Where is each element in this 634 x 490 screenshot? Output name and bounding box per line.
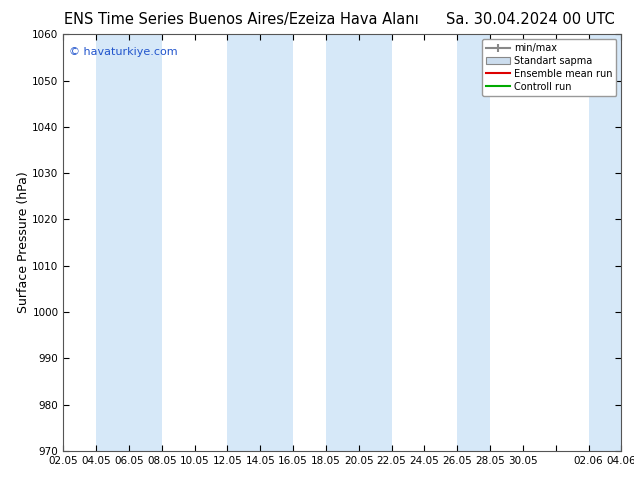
Text: © havaturkiye.com: © havaturkiye.com [69,47,178,57]
Legend: min/max, Standart sapma, Ensemble mean run, Controll run: min/max, Standart sapma, Ensemble mean r… [482,39,616,96]
Text: ENS Time Series Buenos Aires/Ezeiza Hava Alanı: ENS Time Series Buenos Aires/Ezeiza Hava… [63,12,418,27]
Bar [228,34,293,451]
Bar [96,34,162,451]
Bar [588,34,634,451]
Bar [326,34,392,451]
Text: Sa. 30.04.2024 00 UTC: Sa. 30.04.2024 00 UTC [446,12,615,27]
Y-axis label: Surface Pressure (hPa): Surface Pressure (hPa) [16,172,30,314]
Bar [457,34,490,451]
